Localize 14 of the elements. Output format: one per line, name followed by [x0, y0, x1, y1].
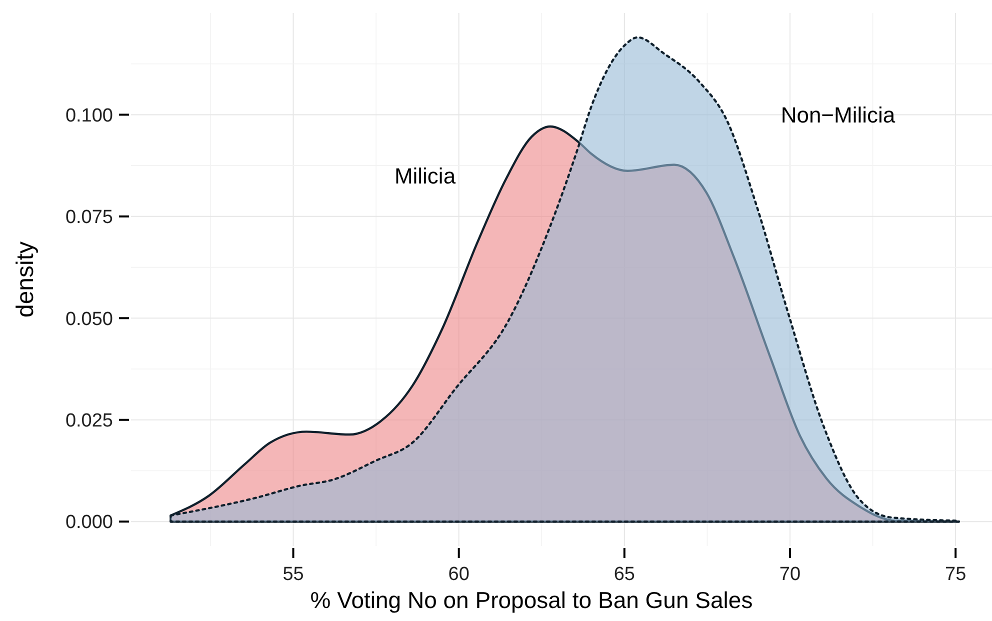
x-tick-label: 70 — [779, 564, 801, 585]
x-axis-title: % Voting No on Proposal to Ban Gun Sales — [310, 587, 753, 613]
x-tick-label: 55 — [282, 564, 304, 585]
x-tick-label: 60 — [448, 564, 470, 585]
y-axis-title: density — [12, 241, 39, 318]
y-tick-label: 0.100 — [65, 105, 113, 126]
x-tick-label: 65 — [614, 564, 635, 585]
y-tick-label: 0.075 — [65, 207, 113, 228]
annotation: Non−Milicia — [780, 102, 896, 128]
y-tick-label: 0.000 — [65, 512, 113, 534]
annotation: Milicia — [394, 164, 456, 189]
y-tick-label: 0.025 — [65, 410, 113, 432]
x-tick-label: 75 — [945, 564, 966, 585]
y-tick-label: 0.050 — [65, 308, 113, 330]
